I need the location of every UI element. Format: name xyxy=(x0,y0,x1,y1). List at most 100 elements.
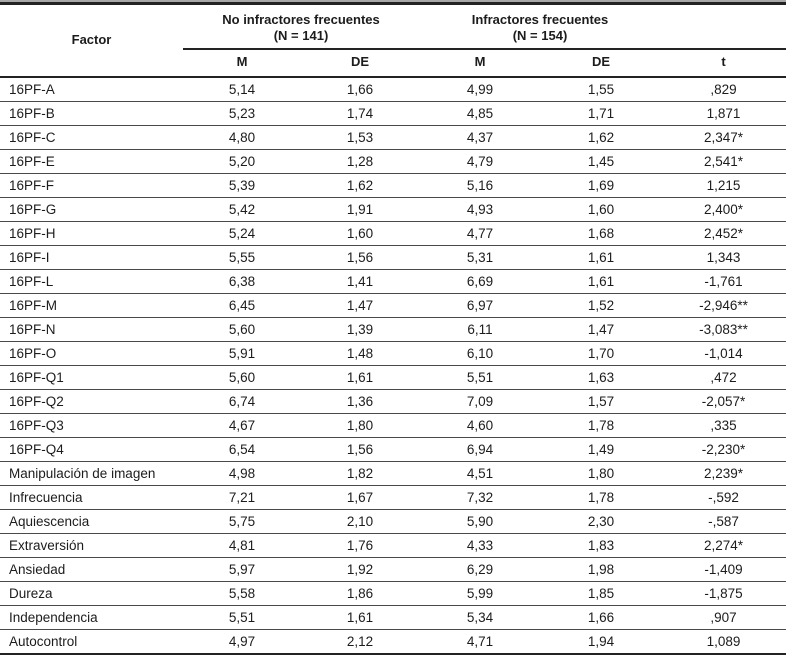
sd-cell-infractores: 1,80 xyxy=(541,461,661,486)
table-row: 16PF-M 6,45 1,47 6,97 1,52 -2,946** xyxy=(0,293,786,318)
table-row: 16PF-C 4,80 1,53 4,37 1,62 2,347* xyxy=(0,125,786,150)
sd-cell-no-infractores: 2,12 xyxy=(301,629,419,655)
sd-cell-infractores: 1,61 xyxy=(541,269,661,294)
factor-cell: 16PF-I xyxy=(0,245,183,270)
mean-cell-no-infractores: 4,97 xyxy=(183,629,301,655)
mean-cell-infractores: 4,85 xyxy=(419,101,541,126)
sd-cell-no-infractores: 1,86 xyxy=(301,581,419,606)
mean-cell-infractores: 4,79 xyxy=(419,149,541,174)
sd-cell-infractores: 1,49 xyxy=(541,437,661,462)
group2-title: Infractores frecuentes xyxy=(471,12,609,27)
mean-cell-infractores: 7,09 xyxy=(419,389,541,414)
table-row: Dureza 5,58 1,86 5,99 1,85 -1,875 xyxy=(0,581,786,606)
table-row: Autocontrol 4,97 2,12 4,71 1,94 1,089 xyxy=(0,629,786,655)
factor-cell: 16PF-A xyxy=(0,76,183,102)
sd-cell-no-infractores: 1,41 xyxy=(301,269,419,294)
sd-cell-no-infractores: 1,61 xyxy=(301,365,419,390)
sd-cell-infractores: 1,55 xyxy=(541,76,661,102)
mean-cell-infractores: 7,32 xyxy=(419,485,541,510)
sd-cell-infractores: 2,30 xyxy=(541,509,661,534)
t-value-cell: -2,230* xyxy=(661,437,786,462)
t-value-cell: 2,400* xyxy=(661,197,786,222)
group1-title: No infractores frecuentes xyxy=(222,12,380,27)
table-row: Manipulación de imagen 4,98 1,82 4,51 1,80 2,… xyxy=(0,461,786,486)
mean-cell-no-infractores: 5,60 xyxy=(183,365,301,390)
mean-cell-no-infractores: 4,81 xyxy=(183,533,301,558)
mean-cell-infractores: 6,11 xyxy=(419,317,541,342)
sd-cell-no-infractores: 1,36 xyxy=(301,389,419,414)
sd-cell-infractores: 1,47 xyxy=(541,317,661,342)
sd-cell-infractores: 1,60 xyxy=(541,197,661,222)
mean-cell-infractores: 5,16 xyxy=(419,173,541,198)
t-value-cell: -1,761 xyxy=(661,269,786,294)
table-row: 16PF-Q2 6,74 1,36 7,09 1,57 -2,057* xyxy=(0,389,786,414)
sd-cell-infractores: 1,57 xyxy=(541,389,661,414)
factor-cell: Autocontrol xyxy=(0,629,183,655)
sd-cell-infractores: 1,78 xyxy=(541,485,661,510)
t-value-cell: 1,871 xyxy=(661,101,786,126)
mean-cell-infractores: 6,29 xyxy=(419,557,541,582)
sd-cell-no-infractores: 2,10 xyxy=(301,509,419,534)
subheader-row: M DE M DE t xyxy=(0,48,786,78)
mean-cell-no-infractores: 5,42 xyxy=(183,197,301,222)
t-value-cell: -1,875 xyxy=(661,581,786,606)
factor-cell: 16PF-F xyxy=(0,173,183,198)
sd-cell-infractores: 1,85 xyxy=(541,581,661,606)
mean-cell-infractores: 6,10 xyxy=(419,341,541,366)
t-value-cell: -2,057* xyxy=(661,389,786,414)
mean-cell-no-infractores: 4,98 xyxy=(183,461,301,486)
table-row: 16PF-N 5,60 1,39 6,11 1,47 -3,083** xyxy=(0,317,786,342)
t-value-cell: ,472 xyxy=(661,365,786,390)
mean-cell-no-infractores: 5,55 xyxy=(183,245,301,270)
sd-cell-no-infractores: 1,56 xyxy=(301,437,419,462)
t-value-cell: 2,274* xyxy=(661,533,786,558)
t-value-cell: -,592 xyxy=(661,485,786,510)
factor-cell: Ansiedad xyxy=(0,557,183,582)
factor-cell: 16PF-M xyxy=(0,293,183,318)
table-row: Aquiescencia 5,75 2,10 5,90 2,30 -,587 xyxy=(0,509,786,534)
t-column-header: t xyxy=(661,48,786,78)
factor-cell: 16PF-O xyxy=(0,341,183,366)
t-value-cell: 2,239* xyxy=(661,461,786,486)
mean-cell-no-infractores: 5,97 xyxy=(183,557,301,582)
sd-cell-infractores: 1,78 xyxy=(541,413,661,438)
t-value-cell: 1,343 xyxy=(661,245,786,270)
m1-column-header: M xyxy=(183,48,301,78)
sd-cell-no-infractores: 1,67 xyxy=(301,485,419,510)
factor-cell: Manipulación de imagen xyxy=(0,461,183,486)
sd-cell-infractores: 1,71 xyxy=(541,101,661,126)
de2-column-header: DE xyxy=(541,48,661,78)
table-body: 16PF-A 5,14 1,66 4,99 1,55,829 16PF-B 5,23 1,74… xyxy=(0,76,786,655)
table-row: Independencia 5,51 1,61 5,34 1,66,907 xyxy=(0,605,786,630)
factor-cell: 16PF-Q4 xyxy=(0,437,183,462)
factor-cell: Infrecuencia xyxy=(0,485,183,510)
mean-cell-no-infractores: 6,54 xyxy=(183,437,301,462)
mean-cell-infractores: 4,99 xyxy=(419,76,541,102)
factor-cell: 16PF-B xyxy=(0,101,183,126)
sd-cell-no-infractores: 1,82 xyxy=(301,461,419,486)
sd-cell-infractores: 1,83 xyxy=(541,533,661,558)
factor-cell: 16PF-E xyxy=(0,149,183,174)
factor-cell: 16PF-L xyxy=(0,269,183,294)
group-header-infractores: Infractores frecuentes (N = 154) xyxy=(419,3,661,50)
sd-cell-infractores: 1,69 xyxy=(541,173,661,198)
mean-cell-no-infractores: 5,58 xyxy=(183,581,301,606)
sd-cell-infractores: 1,52 xyxy=(541,293,661,318)
t-value-cell: 2,452* xyxy=(661,221,786,246)
factor-cell: 16PF-Q3 xyxy=(0,413,183,438)
mean-cell-infractores: 5,31 xyxy=(419,245,541,270)
factor-cell: Extraversión xyxy=(0,533,183,558)
table-row: 16PF-B 5,23 1,74 4,85 1,71 1,871 xyxy=(0,101,786,126)
sd-cell-no-infractores: 1,39 xyxy=(301,317,419,342)
t-value-cell: 2,541* xyxy=(661,149,786,174)
sd-cell-infractores: 1,70 xyxy=(541,341,661,366)
sd-cell-infractores: 1,61 xyxy=(541,245,661,270)
mean-cell-no-infractores: 5,75 xyxy=(183,509,301,534)
factor-cell: Aquiescencia xyxy=(0,509,183,534)
mean-cell-no-infractores: 5,91 xyxy=(183,341,301,366)
mean-cell-no-infractores: 6,45 xyxy=(183,293,301,318)
table-row: 16PF-H 5,24 1,60 4,77 1,68 2,452* xyxy=(0,221,786,246)
factor-cell: 16PF-C xyxy=(0,125,183,150)
sd-cell-no-infractores: 1,92 xyxy=(301,557,419,582)
mean-cell-infractores: 4,33 xyxy=(419,533,541,558)
